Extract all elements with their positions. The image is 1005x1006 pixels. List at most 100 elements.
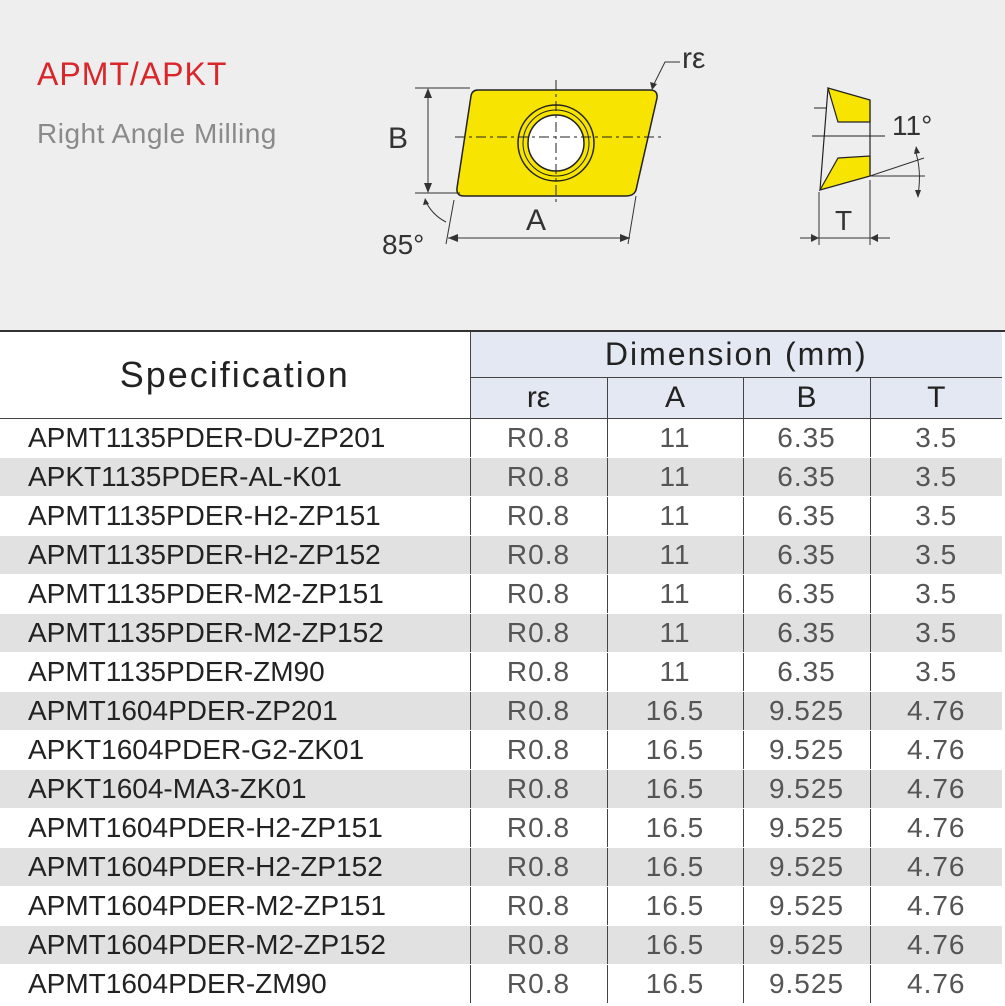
label-t: T xyxy=(835,205,852,236)
b-cell: 6.35 xyxy=(743,496,871,536)
t-cell: 3.5 xyxy=(870,613,1002,653)
dimension-header: Dimension (mm) xyxy=(470,332,1002,378)
spec-cell: APMT1135PDER-H2-ZP152 xyxy=(0,535,471,575)
table-row: APMT1135PDER-H2-ZP151 R0.8 11 6.35 3.5 xyxy=(0,496,1002,536)
a-cell: 16.5 xyxy=(607,964,744,1004)
a-cell: 16.5 xyxy=(607,691,744,731)
table-row: APMT1135PDER-H2-ZP152 R0.8 11 6.35 3.5 xyxy=(0,535,1002,575)
a-cell: 11 xyxy=(607,574,744,614)
re-cell: R0.8 xyxy=(470,691,608,731)
t-cell: 3.5 xyxy=(870,457,1002,497)
a-cell: 16.5 xyxy=(607,886,744,926)
spec-cell: APMT1604PDER-M2-ZP152 xyxy=(0,925,471,965)
t-cell: 3.5 xyxy=(870,418,1002,458)
spec-cell: APMT1135PDER-H2-ZP151 xyxy=(0,496,471,536)
spec-cell: APMT1604PDER-H2-ZP151 xyxy=(0,808,471,848)
t-cell: 4.76 xyxy=(870,769,1002,809)
b-cell: 6.35 xyxy=(743,652,871,692)
table-row: APKT1135PDER-AL-K01 R0.8 11 6.35 3.5 xyxy=(0,457,1002,497)
re-cell: R0.8 xyxy=(470,769,608,809)
insert-top-view xyxy=(455,80,662,205)
spec-cell: APMT1604PDER-M2-ZP151 xyxy=(0,886,471,926)
b-cell: 9.525 xyxy=(743,808,871,848)
b-cell: 9.525 xyxy=(743,964,871,1004)
b-cell: 6.35 xyxy=(743,613,871,653)
re-cell: R0.8 xyxy=(470,457,608,497)
re-cell: R0.8 xyxy=(470,652,608,692)
re-cell: R0.8 xyxy=(470,847,608,887)
dimension-a: A xyxy=(445,195,637,245)
label-b: B xyxy=(388,122,408,155)
spec-cell: APKT1135PDER-AL-K01 xyxy=(0,457,471,497)
re-cell: R0.8 xyxy=(470,886,608,926)
a-cell: 11 xyxy=(607,535,744,575)
a-cell: 16.5 xyxy=(607,847,744,887)
b-cell: 9.525 xyxy=(743,886,871,926)
b-cell: 9.525 xyxy=(743,847,871,887)
b-cell: 6.35 xyxy=(743,535,871,575)
t-cell: 3.5 xyxy=(870,652,1002,692)
a-cell: 16.5 xyxy=(607,808,744,848)
insert-diagram: B A 85° rε xyxy=(382,42,932,260)
a-cell: 16.5 xyxy=(607,730,744,770)
t-cell: 3.5 xyxy=(870,574,1002,614)
table-row: APMT1135PDER-M2-ZP151 R0.8 11 6.35 3.5 xyxy=(0,574,1002,614)
t-cell: 4.76 xyxy=(870,925,1002,965)
table-row: APMT1604PDER-M2-ZP152 R0.8 16.5 9.525 4.76 xyxy=(0,925,1002,965)
spec-cell: APMT1135PDER-M2-ZP151 xyxy=(0,574,471,614)
table-row: APMT1604PDER-M2-ZP151 R0.8 16.5 9.525 4.76 xyxy=(0,886,1002,926)
label-11: 11° xyxy=(892,110,932,141)
a-cell: 11 xyxy=(607,418,744,458)
t-cell: 3.5 xyxy=(870,535,1002,575)
table-row: APMT1604PDER-ZM90 R0.8 16.5 9.525 4.76 xyxy=(0,964,1002,1004)
t-cell: 4.76 xyxy=(870,691,1002,731)
table-row: APKT1604-MA3-ZK01 R0.8 16.5 9.525 4.76 xyxy=(0,769,1002,809)
label-a: A xyxy=(526,204,546,237)
re-cell: R0.8 xyxy=(470,925,608,965)
b-cell: 6.35 xyxy=(743,418,871,458)
re-cell: R0.8 xyxy=(470,535,608,575)
spec-column-header: Specification xyxy=(0,332,471,419)
spec-cell: APMT1604PDER-ZP201 xyxy=(0,691,471,731)
re-cell: R0.8 xyxy=(470,730,608,770)
spec-cell: APMT1135PDER-M2-ZP152 xyxy=(0,613,471,653)
table-row: APMT1135PDER-M2-ZP152 R0.8 11 6.35 3.5 xyxy=(0,613,1002,653)
angle-85: 85° xyxy=(382,198,447,260)
b-cell: 9.525 xyxy=(743,691,871,731)
t-cell: 4.76 xyxy=(870,808,1002,848)
spec-cell: APKT1604PDER-G2-ZK01 xyxy=(0,730,471,770)
table-row: APMT1604PDER-H2-ZP151 R0.8 16.5 9.525 4.76 xyxy=(0,808,1002,848)
column-header-re: rε xyxy=(470,377,608,420)
re-cell: R0.8 xyxy=(470,574,608,614)
t-cell: 4.76 xyxy=(870,886,1002,926)
product-title: APMT/APKT xyxy=(37,56,228,92)
column-header-a: A xyxy=(607,377,744,420)
b-cell: 6.35 xyxy=(743,574,871,614)
spec-cell: APKT1604-MA3-ZK01 xyxy=(0,769,471,809)
a-cell: 11 xyxy=(607,496,744,536)
spec-cell: APMT1604PDER-ZM90 xyxy=(0,964,471,1004)
re-cell: R0.8 xyxy=(470,613,608,653)
a-cell: 11 xyxy=(607,652,744,692)
re-cell: R0.8 xyxy=(470,418,608,458)
b-cell: 9.525 xyxy=(743,925,871,965)
t-cell: 3.5 xyxy=(870,496,1002,536)
corner-radius-callout: rε xyxy=(650,42,705,90)
b-cell: 9.525 xyxy=(743,730,871,770)
spec-table-container: Specification Dimension (mm) rε A B T AP… xyxy=(0,330,1005,1006)
label-85: 85° xyxy=(382,229,424,260)
spec-table: Specification Dimension (mm) rε A B T AP… xyxy=(0,332,1002,1004)
a-cell: 16.5 xyxy=(607,769,744,809)
a-cell: 16.5 xyxy=(607,925,744,965)
insert-side-view: 11° xyxy=(812,87,932,198)
a-cell: 11 xyxy=(607,457,744,497)
b-cell: 9.525 xyxy=(743,769,871,809)
table-row: APMT1604PDER-ZP201 R0.8 16.5 9.525 4.76 xyxy=(0,691,1002,731)
table-row: APMT1135PDER-ZM90 R0.8 11 6.35 3.5 xyxy=(0,652,1002,692)
re-cell: R0.8 xyxy=(470,808,608,848)
spec-cell: APMT1135PDER-DU-ZP201 xyxy=(0,418,471,458)
spec-cell: APMT1135PDER-ZM90 xyxy=(0,652,471,692)
table-row: APKT1604PDER-G2-ZK01 R0.8 16.5 9.525 4.76 xyxy=(0,730,1002,770)
t-cell: 4.76 xyxy=(870,964,1002,1004)
t-cell: 4.76 xyxy=(870,730,1002,770)
